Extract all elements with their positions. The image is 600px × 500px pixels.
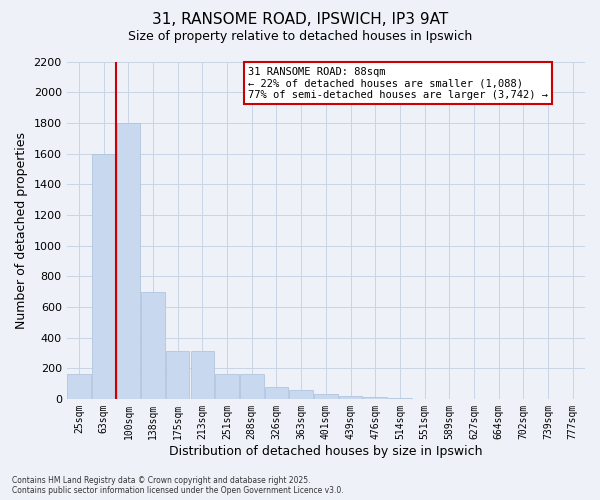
Bar — [166, 352, 190, 399]
Text: 31 RANSOME ROAD: 88sqm
← 22% of detached houses are smaller (1,088)
77% of semi-: 31 RANSOME ROAD: 88sqm ← 22% of detached… — [248, 66, 548, 100]
Y-axis label: Number of detached properties: Number of detached properties — [15, 132, 28, 328]
Bar — [265, 386, 288, 399]
Bar — [240, 374, 263, 399]
Bar — [116, 123, 140, 399]
Bar — [364, 398, 387, 399]
Bar — [314, 394, 338, 399]
Bar — [339, 396, 362, 399]
Text: Size of property relative to detached houses in Ipswich: Size of property relative to detached ho… — [128, 30, 472, 43]
Bar — [67, 374, 91, 399]
Bar — [388, 398, 412, 399]
Bar — [289, 390, 313, 399]
Text: 31, RANSOME ROAD, IPSWICH, IP3 9AT: 31, RANSOME ROAD, IPSWICH, IP3 9AT — [152, 12, 448, 28]
Text: Contains HM Land Registry data © Crown copyright and database right 2025.
Contai: Contains HM Land Registry data © Crown c… — [12, 476, 344, 495]
Bar — [142, 292, 165, 399]
Bar — [215, 374, 239, 399]
Bar — [92, 154, 115, 399]
Bar — [191, 352, 214, 399]
X-axis label: Distribution of detached houses by size in Ipswich: Distribution of detached houses by size … — [169, 444, 482, 458]
